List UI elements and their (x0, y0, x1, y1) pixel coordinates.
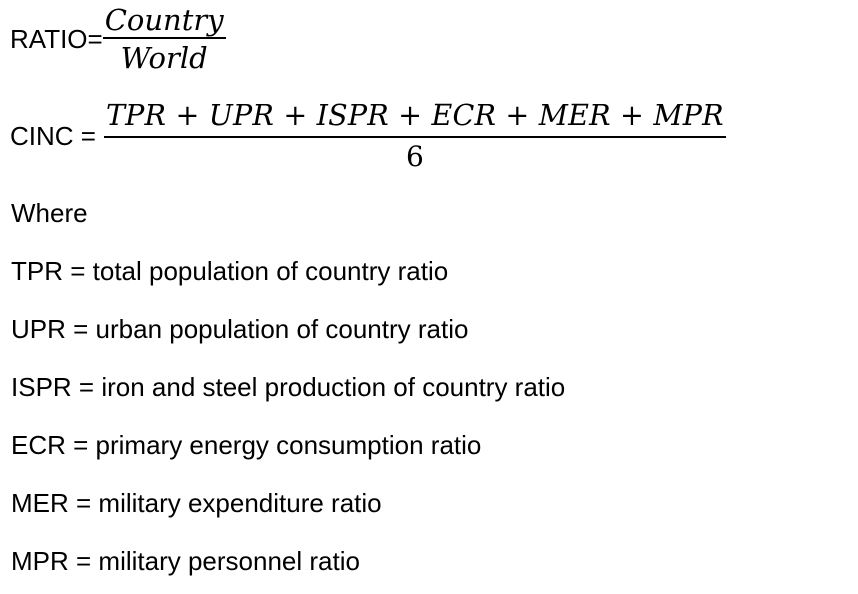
ratio-formula: RATIO= Country World (10, 4, 226, 74)
definition-mer: MER = military expenditure ratio (11, 488, 382, 518)
definition-mpr: MPR = military personnel ratio (11, 546, 360, 576)
ratio-fraction-bar (102, 37, 226, 39)
where-label: Where (11, 198, 88, 228)
cinc-label: CINC = (10, 121, 96, 151)
cinc-fraction: TPR + UPR + ISPR + ECR + MER + MPR 6 (103, 98, 726, 174)
ratio-fraction: Country World (102, 3, 226, 75)
cinc-formula: CINC = TPR + UPR + ISPR + ECR + MER + MP… (10, 98, 726, 174)
ratio-denominator: World (120, 41, 208, 75)
definition-tpr: TPR = total population of country ratio (11, 256, 449, 286)
cinc-denominator: 6 (405, 140, 424, 173)
definition-ecr: ECR = primary energy consumption ratio (11, 430, 482, 460)
cinc-fraction-bar (103, 136, 726, 138)
cinc-numerator: TPR + UPR + ISPR + ECR + MER + MPR (105, 99, 724, 132)
definition-ispr: ISPR = iron and steel production of coun… (11, 372, 566, 402)
definition-upr: UPR = urban population of country ratio (11, 314, 469, 344)
ratio-label: RATIO= (10, 24, 103, 54)
ratio-numerator: Country (104, 3, 224, 37)
